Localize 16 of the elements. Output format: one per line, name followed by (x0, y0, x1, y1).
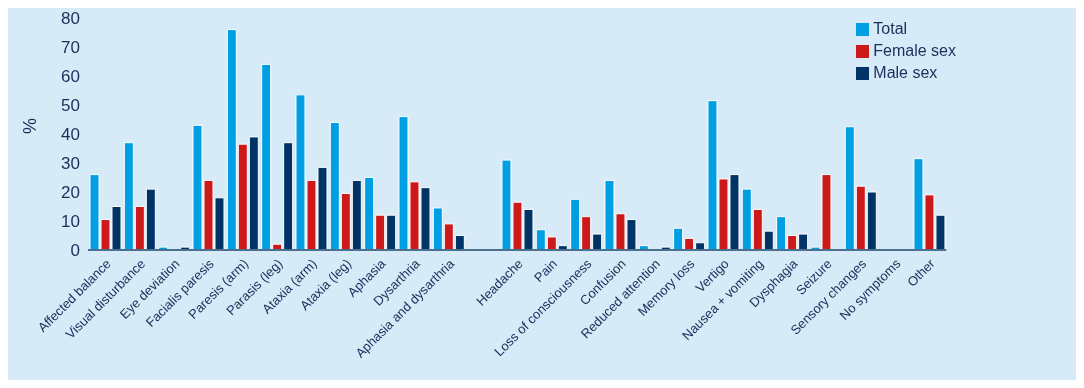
legend-label: Total (873, 20, 908, 37)
y-tick-label: 20 (61, 183, 80, 203)
y-tick-label: 60 (61, 67, 80, 87)
y-axis-title: % (20, 117, 41, 134)
legend-label: Male sex (873, 64, 938, 81)
y-tick-label: 50 (61, 96, 80, 116)
y-tick-label: 10 (61, 212, 80, 232)
y-tick-label: 70 (61, 38, 80, 58)
bar (660, 246, 671, 250)
y-tick-label: 80 (61, 9, 80, 29)
y-tick-label: 30 (61, 154, 80, 174)
legend-label: Female sex (873, 42, 956, 59)
y-tick-label: 0 (70, 241, 80, 261)
bar (180, 246, 191, 250)
y-tick-label: 40 (61, 125, 80, 145)
bar (158, 246, 169, 250)
